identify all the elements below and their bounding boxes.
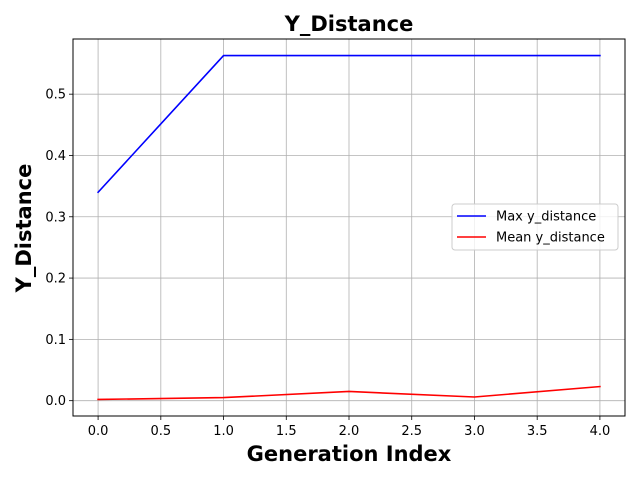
chart-title: Y_Distance xyxy=(284,12,414,36)
y-tick-label: 0.1 xyxy=(45,333,66,348)
x-tick-label: 3.0 xyxy=(464,424,485,439)
y-tick-label: 0.5 xyxy=(45,88,66,103)
series-lines xyxy=(96,54,601,401)
x-tick-label: 0.5 xyxy=(150,424,171,439)
x-tick-label: 1.0 xyxy=(213,424,234,439)
legend-label: Mean y_distance xyxy=(496,231,605,246)
y-tick-label: 0.4 xyxy=(45,149,66,164)
x-tick-label: 2.5 xyxy=(401,424,422,439)
x-tick-label: 3.5 xyxy=(527,424,548,439)
x-tick-label: 2.0 xyxy=(339,424,360,439)
y-tick-label: 0.2 xyxy=(45,272,66,287)
legend: Max y_distance Mean y_distance xyxy=(451,203,619,251)
axis-ticks: 0.0 0.5 1.0 1.5 2.0 2.5 3.0 3.5 4.0 0.0 0.1 0.2 0.3 0… xyxy=(45,88,610,439)
series-line-mean xyxy=(97,385,601,401)
y-tick-label: 0.3 xyxy=(45,210,66,225)
x-axis-title: Generation Index xyxy=(247,442,452,466)
x-tick-label: 0.0 xyxy=(88,424,109,439)
y-axis-title: Y_Distance xyxy=(12,164,36,294)
series-line-max xyxy=(96,54,601,194)
legend-label: Max y_distance xyxy=(496,210,596,225)
legend-box xyxy=(451,203,619,251)
grid-lines xyxy=(73,39,625,416)
x-tick-label: 4.0 xyxy=(590,424,611,439)
x-tick-label: 1.5 xyxy=(276,424,297,439)
y-tick-label: 0.0 xyxy=(45,394,66,409)
